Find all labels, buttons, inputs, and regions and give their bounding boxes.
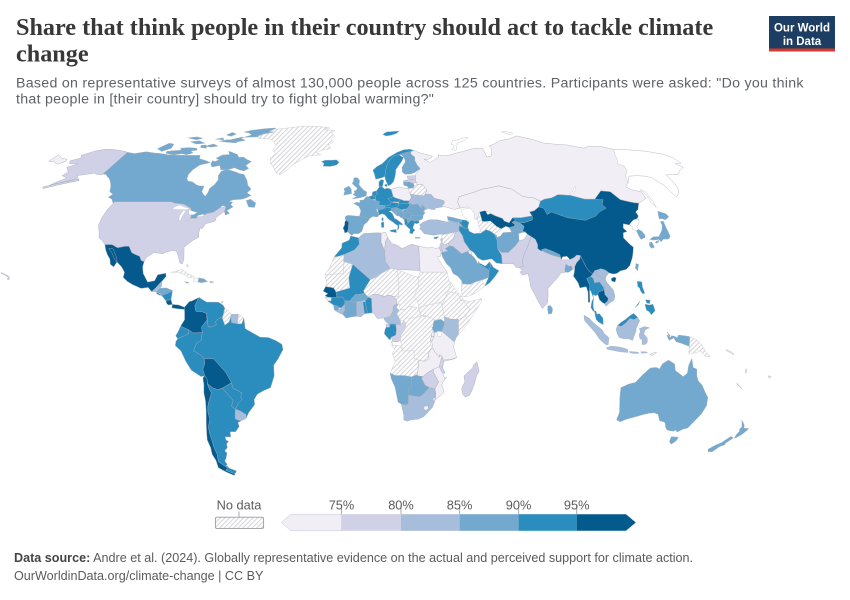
svg-text:No data: No data [217, 498, 263, 513]
svg-text:80%: 80% [388, 498, 414, 513]
svg-text:OurWorldinData.org/climate-cha: OurWorldinData.org/climate-change | CC B… [14, 569, 264, 583]
svg-text:90%: 90% [506, 498, 532, 513]
svg-text:Our World: Our World [774, 23, 830, 35]
svg-text:95%: 95% [564, 498, 590, 513]
svg-text:Based on representative survey: Based on representative surveys of almos… [16, 76, 804, 92]
svg-text:change: change [16, 41, 89, 68]
svg-text:Share that think people in the: Share that think people in their country… [16, 14, 713, 41]
svg-text:85%: 85% [447, 498, 473, 513]
svg-text:that people in [their country]: that people in [their country] should tr… [16, 92, 434, 108]
svg-text:75%: 75% [329, 498, 355, 513]
svg-text:in Data: in Data [783, 36, 822, 48]
svg-text:Data source: Andre et al. (202: Data source: Andre et al. (2024). Global… [14, 551, 693, 565]
